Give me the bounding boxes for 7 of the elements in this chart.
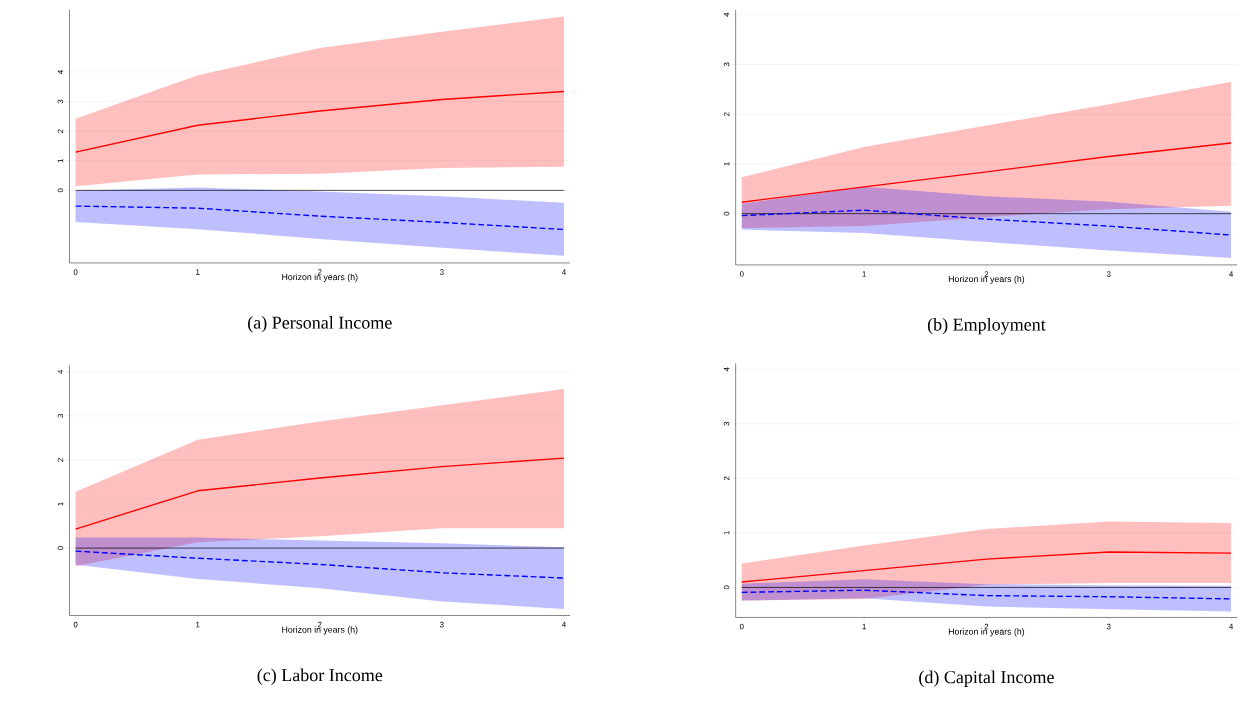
x-axis-title: Horizon in years (h) [948,275,1025,284]
text: (b) Employment [927,317,1046,335]
text: (d) Capital Income [919,670,1054,687]
text: (a) Personal Income [248,316,392,333]
text: (c) Labor Income [257,668,383,685]
x-axis-title: Horizon in years (h) [282,626,358,635]
x-axis-title: Horizon in years (h) [948,628,1025,637]
